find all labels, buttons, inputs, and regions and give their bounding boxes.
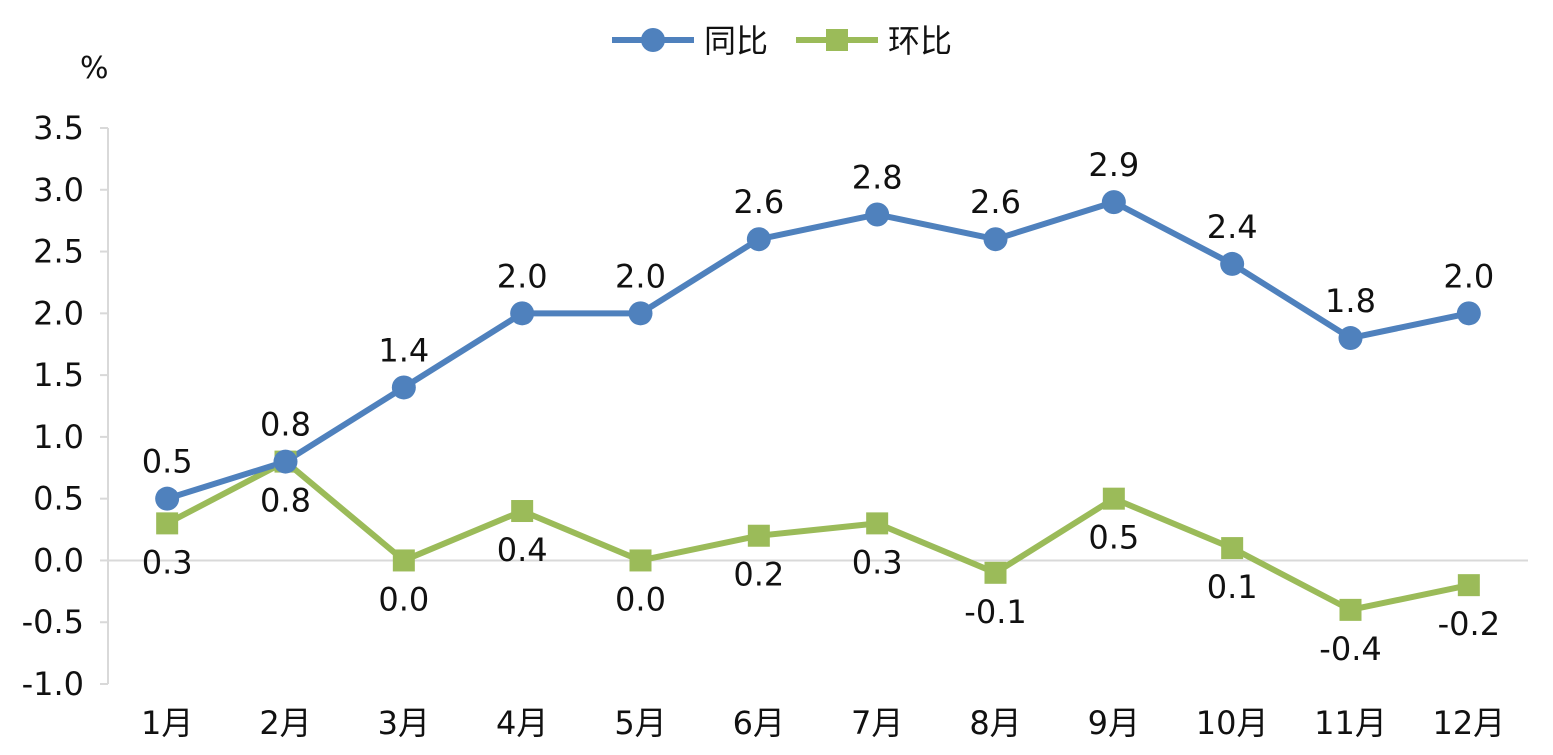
y-axis-unit-label: % [80,51,109,86]
series-line-mom [164,458,1472,613]
y-tick-label: 3.5 [33,109,84,147]
x-tick-label: 3月 [378,704,430,742]
mom-data-label: 0.5 [1088,519,1139,557]
series-line-yoy [164,199,1472,502]
legend-yoy-label: 同比 [704,22,768,60]
mom-data-label: 0.8 [260,482,311,520]
mom-data-label: 0.0 [615,580,666,618]
mom-point [1221,537,1244,560]
x-axis: 1月 2月 3月 4月 5月 6月 7月 8月 9月 10月 11月 12月 [141,704,1505,742]
y-tick-label: 3.0 [33,171,84,209]
mom-point [866,512,889,535]
mom-point [1339,598,1362,621]
yoy-data-label: 2.6 [733,183,784,221]
yoy-data-label: 1.8 [1325,282,1376,320]
yoy-data-label: 1.4 [378,331,429,369]
yoy-point [155,486,180,511]
x-tick-label: 5月 [614,704,666,742]
legend-yoy-marker [641,28,665,52]
yoy-data-label: 2.0 [1443,257,1494,295]
x-tick-label: 4月 [496,704,548,742]
yoy-point [628,301,653,326]
y-tick-label: 1.5 [33,356,84,394]
y-tick-label: 0.5 [33,480,84,518]
yoy-data-label: 2.6 [970,183,1021,221]
yoy-point [1456,301,1481,326]
yoy-point [746,227,771,252]
y-tick-label: 0.0 [33,541,84,579]
mom-point [747,524,770,547]
yoy-point [273,449,298,474]
mom-point [984,561,1007,584]
x-tick-label: 2月 [259,704,311,742]
series-lines [164,199,1472,613]
x-tick-label: 7月 [851,704,903,742]
y-tick-label: 2.0 [33,294,84,332]
x-tick-label: 11月 [1314,704,1387,742]
yoy-data-label: 2.4 [1207,208,1258,246]
x-tick-label: 6月 [733,704,785,742]
legend-mom-marker [826,29,848,51]
yoy-point [1338,326,1363,351]
axes [107,128,1528,684]
mom-point [1102,487,1125,510]
yoy-data-label: 0.8 [260,406,311,444]
y-tick-label: -1.0 [22,665,84,703]
x-tick-label: 10月 [1196,704,1269,742]
mom-point [511,500,534,523]
x-tick-label: 12月 [1432,704,1505,742]
y-axis: -1.0 -0.5 0.0 0.5 1.0 1.5 2.0 2.5 3.0 3.5 [22,109,108,703]
series-markers [155,190,1481,621]
yoy-data-label: 2.8 [852,158,903,196]
yoy-point [1220,251,1245,276]
yoy-data-label: 2.0 [497,257,548,295]
y-tick-label: 1.0 [33,418,84,456]
yoy-point [865,202,890,227]
x-tick-label: 8月 [969,704,1021,742]
legend-mom-label: 环比 [888,22,952,60]
x-tick-label: 1月 [141,704,193,742]
yoy-point [510,301,535,326]
y-tick-label: -0.5 [22,603,84,641]
y-tick-label: 2.5 [33,233,84,271]
mom-point [1457,574,1480,597]
mom-point [629,549,652,572]
mom-data-label: -0.2 [1438,605,1500,643]
yoy-data-label: 2.0 [615,257,666,295]
mom-point [392,549,415,572]
mom-data-label: 0.0 [378,580,429,618]
yoy-point [983,227,1008,252]
mom-data-label: -0.1 [964,593,1026,631]
yoy-point [391,375,416,400]
mom-data-label: 0.1 [1207,568,1258,606]
yoy-data-label: 0.5 [142,443,193,481]
yoy-data-label: 2.9 [1088,146,1139,184]
legend: 同比 环比 [612,22,952,60]
mom-data-label: 0.4 [497,531,548,569]
mom-data-label: -0.4 [1319,630,1381,668]
data-labels: 0.5 0.8 1.4 2.0 2.0 2.6 2.8 2.6 2.9 2.4 1.8 2.0 0.3 0… [142,146,1500,668]
mom-data-label: 0.3 [852,543,903,581]
yoy-point [1101,190,1126,215]
x-tick-label: 9月 [1088,704,1140,742]
mom-data-label: 0.3 [142,543,193,581]
mom-point [156,512,179,535]
mom-data-label: 0.2 [733,556,784,594]
